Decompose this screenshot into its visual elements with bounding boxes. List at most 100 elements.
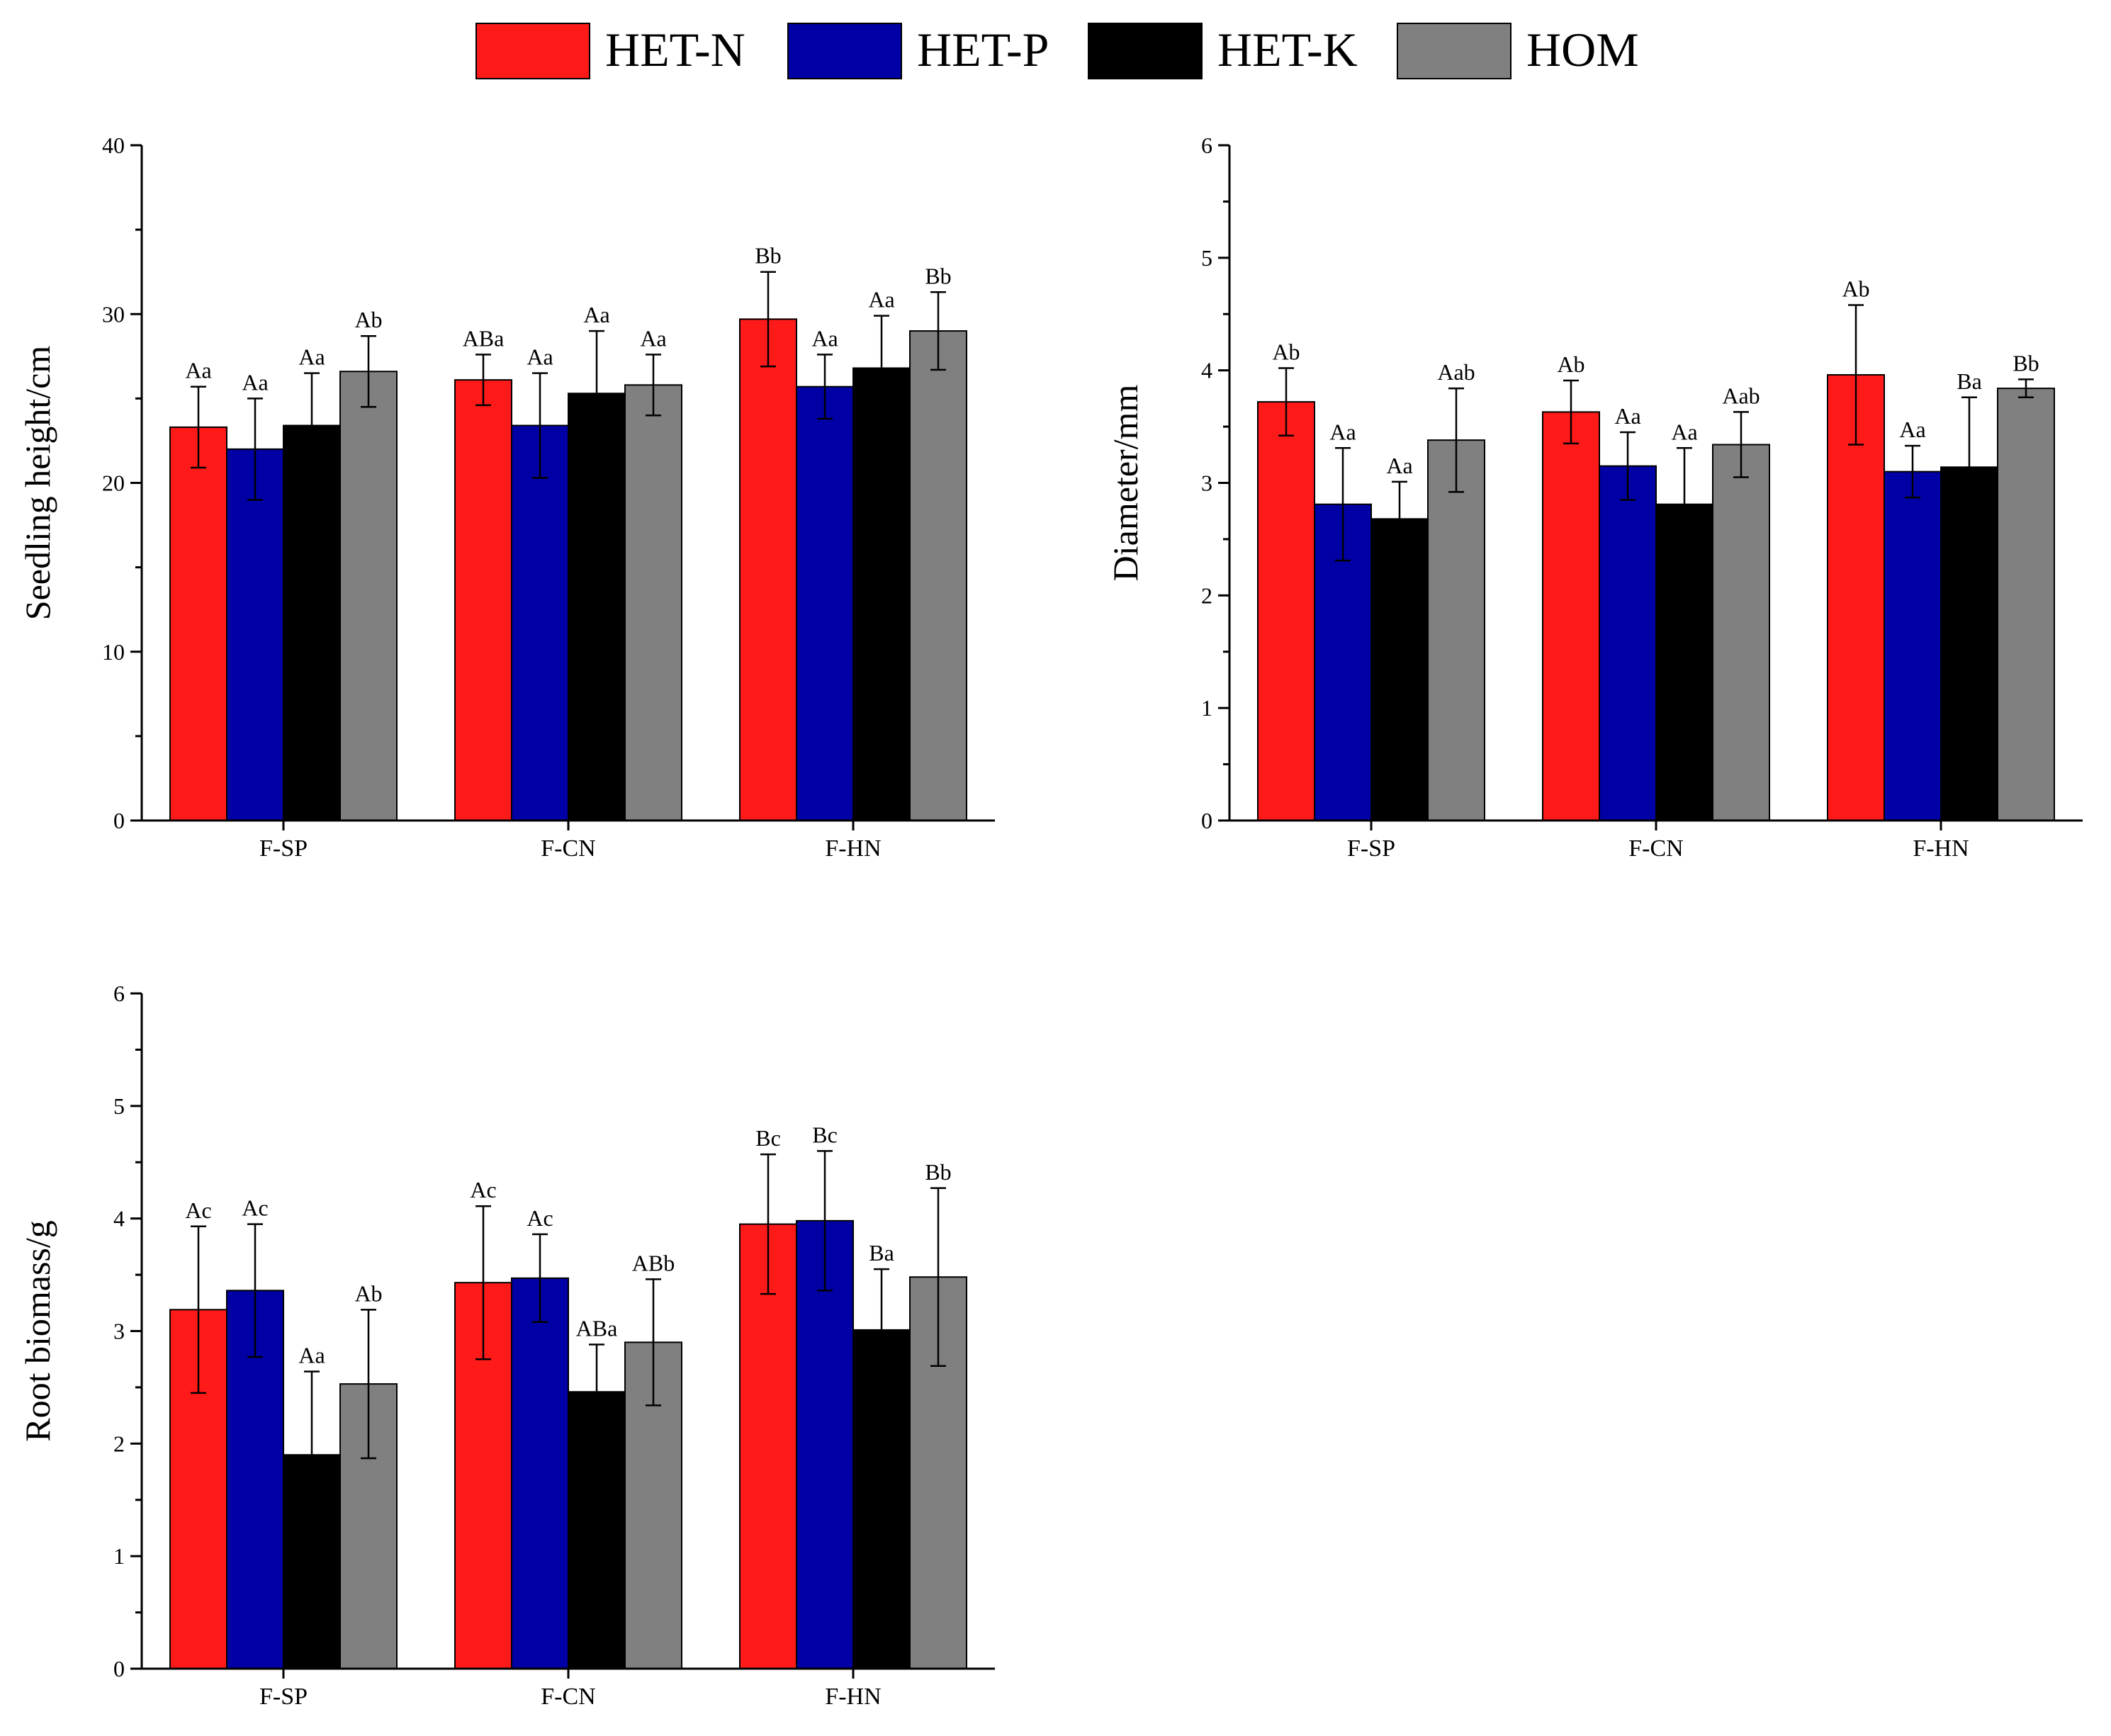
significance-label: Bb xyxy=(925,263,951,288)
error-bar xyxy=(475,354,491,407)
error-bar xyxy=(1448,387,1464,493)
x-tick-label: F-SP xyxy=(259,835,308,862)
significance-label: Ab xyxy=(1842,276,1869,302)
x-tick-label: F-SP xyxy=(1347,835,1395,862)
significance-label: Aa xyxy=(811,325,838,351)
y-tick-label: 0 xyxy=(113,1656,125,1681)
y-axis-title: Diameter/mm xyxy=(1105,385,1145,582)
significance-label: Aa xyxy=(868,287,894,312)
significance-label: Aa xyxy=(242,369,268,395)
significance-label: Bb xyxy=(755,243,781,269)
error-bar xyxy=(1961,396,1977,538)
error-bar xyxy=(1278,367,1294,437)
significance-label: Aa xyxy=(527,344,553,370)
error-bar xyxy=(874,315,889,422)
bar-f-cn-het-p xyxy=(1599,465,1657,821)
y-tick-label: 30 xyxy=(102,301,125,327)
error-bar xyxy=(1392,480,1407,557)
y-tick-label: 2 xyxy=(1201,582,1212,608)
error-bar xyxy=(1335,447,1351,562)
bar-f-cn-het-n xyxy=(454,379,512,821)
error-bar xyxy=(1848,304,1864,446)
y-tick-label: 5 xyxy=(113,1093,125,1119)
y-tick-label: 2 xyxy=(113,1431,125,1456)
significance-label: Aa xyxy=(298,1343,325,1368)
panel-seedling-height: Aa Aa Aa Ab F-SP ABa Aa Aa Aa F-CN Bb Aa Aa Bb F-HN 0 10… xyxy=(18,133,995,862)
y-axis-title: Root biomass/g xyxy=(18,1220,57,1442)
y-tick-label: 5 xyxy=(1201,245,1212,271)
error-bar xyxy=(1905,444,1920,499)
bar-f-sp-het-k xyxy=(1370,518,1429,821)
bar-f-hn-het-n xyxy=(1827,374,1885,821)
bar-f-cn-het-p xyxy=(511,424,569,821)
bar-f-hn-het-n xyxy=(739,1223,797,1669)
significance-label: Ac xyxy=(242,1195,268,1221)
bar-f-sp-hom xyxy=(1427,439,1485,821)
error-bar xyxy=(475,1205,491,1360)
y-tick-label: 3 xyxy=(1201,470,1212,496)
error-bar xyxy=(589,1343,604,1441)
error-bar xyxy=(760,1153,776,1295)
x-tick-label: F-CN xyxy=(541,1684,595,1710)
bar-f-hn-het-p xyxy=(796,385,854,821)
significance-label: Bc xyxy=(755,1125,781,1151)
significance-label: Aa xyxy=(1329,419,1356,444)
error-bar xyxy=(304,1370,320,1540)
y-tick-label: 3 xyxy=(113,1319,125,1344)
x-tick-label: F-SP xyxy=(259,1684,308,1710)
significance-label: Ba xyxy=(869,1240,894,1266)
significance-label: Aa xyxy=(298,344,325,370)
bar-f-sp-het-k xyxy=(283,424,341,821)
bar-f-cn-het-n xyxy=(1542,411,1600,821)
legend-swatch-het-k xyxy=(1088,23,1203,79)
error-bar xyxy=(361,334,376,408)
significance-label: Ab xyxy=(354,307,382,332)
significance-label: Aab xyxy=(1722,383,1760,408)
legend: HET-N HET-P HET-K HOM xyxy=(475,23,1639,79)
y-tick-label: 6 xyxy=(1201,133,1212,158)
significance-label: Ab xyxy=(1272,339,1300,364)
legend-swatch-hom xyxy=(1397,23,1512,79)
bar-f-cn-hom xyxy=(1712,444,1770,821)
x-tick-label: F-CN xyxy=(541,835,595,862)
significance-label: Aa xyxy=(185,358,211,383)
y-tick-label: 10 xyxy=(102,639,125,665)
error-bar xyxy=(1563,379,1579,445)
x-tick-label: F-HN xyxy=(825,835,881,862)
error-bar xyxy=(532,1233,548,1324)
x-tick-label: F-CN xyxy=(1628,835,1683,862)
error-bar xyxy=(646,354,661,417)
legend-label-het-p: HET-P xyxy=(917,23,1049,77)
significance-label: Ab xyxy=(1557,351,1584,377)
significance-label: ABa xyxy=(463,325,505,351)
error-bar xyxy=(817,1150,833,1292)
significance-label: Ba xyxy=(1957,368,1982,394)
y-tick-label: 0 xyxy=(113,808,125,833)
bar-f-hn-hom xyxy=(909,330,967,821)
bar-f-hn-het-k xyxy=(852,367,911,821)
significance-label: Bb xyxy=(2013,350,2039,376)
error-bar xyxy=(191,385,206,469)
significance-label: Aa xyxy=(1386,453,1412,478)
error-bar xyxy=(2018,378,2034,399)
bar-f-hn-het-n xyxy=(739,318,797,821)
significance-label: Aa xyxy=(640,325,666,351)
error-bar xyxy=(191,1225,206,1394)
y-tick-label: 40 xyxy=(102,133,125,158)
error-bar xyxy=(1620,431,1636,501)
bar-f-sp-hom xyxy=(339,371,398,821)
significance-label: Ac xyxy=(470,1177,496,1202)
bar-f-cn-het-p xyxy=(511,1277,569,1670)
error-bar xyxy=(817,354,833,420)
bar-f-hn-hom xyxy=(1997,388,2055,821)
legend-swatch-het-n xyxy=(475,23,590,79)
significance-label: Ab xyxy=(354,1280,382,1306)
error-bar xyxy=(874,1268,889,1392)
bar-f-hn-het-p xyxy=(1884,470,1942,821)
y-tick-label: 20 xyxy=(102,470,125,496)
error-bar xyxy=(760,271,776,368)
y-axis-title: Seedling height/cm xyxy=(18,346,57,621)
error-bar xyxy=(646,1278,661,1407)
bar-f-sp-het-p xyxy=(226,448,284,821)
